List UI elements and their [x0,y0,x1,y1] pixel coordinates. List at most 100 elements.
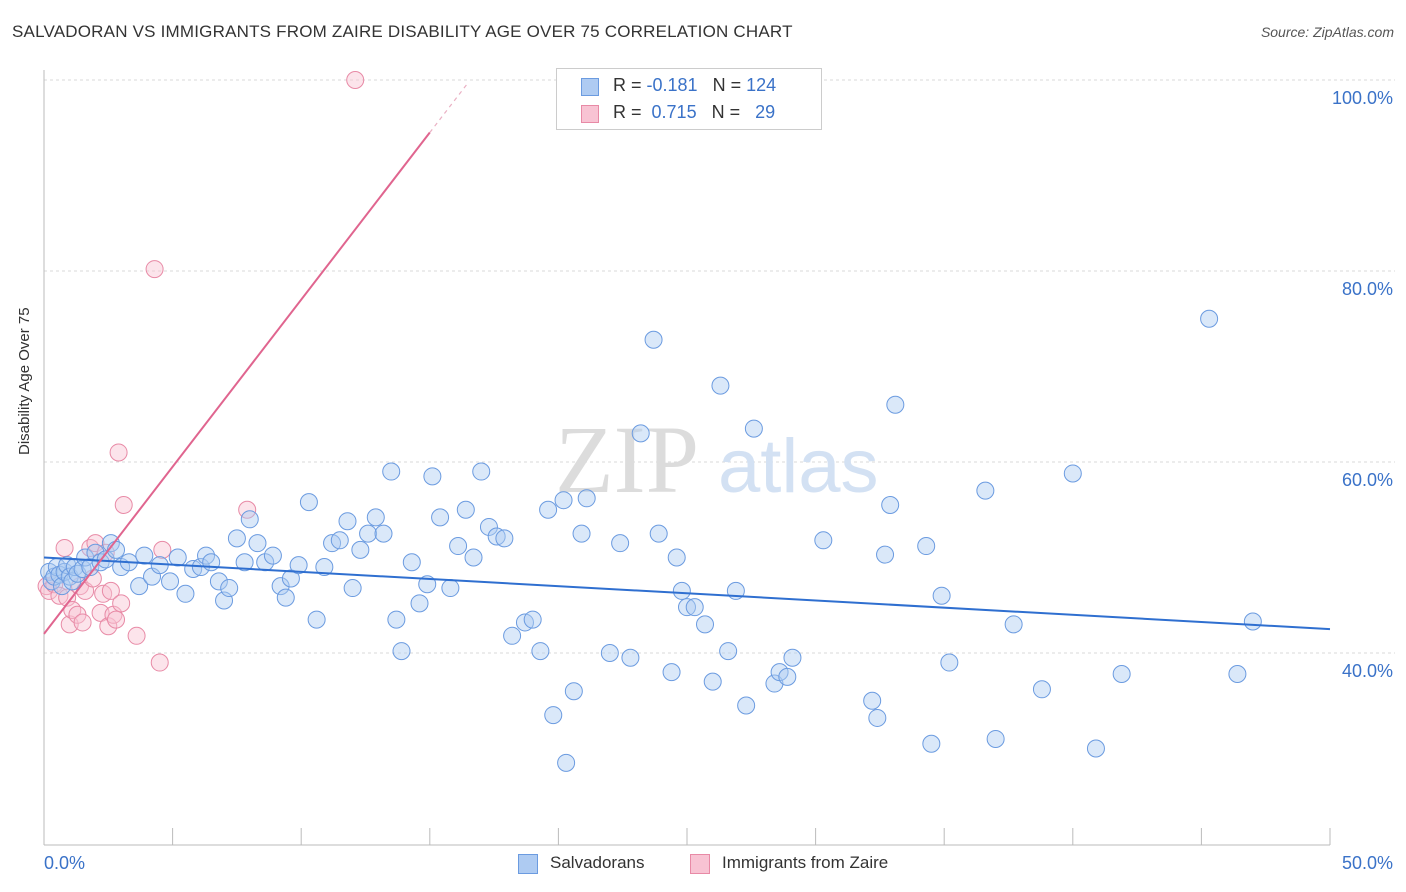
salvadoran-point [227,529,246,548]
salvadoran-point [539,500,558,519]
zaire-trendline-extension [429,82,469,133]
y-tick-label: 80.0% [1342,279,1393,299]
zaire-point [99,617,118,636]
salvadoran-point [572,524,591,543]
salvadoran-point [564,682,583,701]
x-tick-label: 0.0% [44,853,85,873]
legend-swatch-blue [581,78,599,96]
salvadoran-point [53,577,72,596]
salvadoran-point [667,548,686,567]
salvadoran-point [881,495,900,514]
zaire-point [63,601,82,620]
legend-n-label: N = [712,75,742,95]
salvadoran-point [783,648,802,667]
zaire-point [55,538,74,557]
salvadoran-point [600,644,619,662]
salvadoran-point [868,708,887,727]
salvadoran-point [876,545,895,564]
zaire-point [346,71,365,89]
zaire-trendline [43,131,431,635]
salvadoran-point [315,558,334,577]
watermark-zip: ZIP [555,406,699,513]
zaire-point [73,613,92,632]
salvadoran-point [696,615,715,634]
salvadoran-point [263,546,282,565]
zaire-point [114,495,133,514]
correlation-legend: R = -0.181 N = 124 R = 0.715 N = 29 [556,68,822,130]
salvadoran-point [343,579,362,598]
trendlines [43,82,1331,635]
legend-r-value: 0.715 [651,102,697,122]
bottom-legend-swatch-blue [518,854,538,874]
salvadoran-point [631,424,650,443]
salvadoran-point [611,534,630,553]
zaire-point [112,594,131,613]
salvadoran-point [431,508,450,527]
salvadoran-point [374,524,393,543]
bottom-legend-label: Salvadorans [550,853,645,872]
salvadoran-point [922,734,941,753]
salvadoran-point [235,553,254,572]
salvadoran-point [523,610,542,629]
source-label: Source: ZipAtlas.com [1260,24,1394,40]
y-tick-label: 40.0% [1342,661,1393,681]
salvadoran-point [130,577,149,596]
salvadoran-point [621,648,640,667]
salvadoran-point [1086,739,1105,758]
salvadoran-point [307,610,326,629]
salvadoran-point [495,529,514,548]
salvadoran-point [1004,615,1023,634]
salvadoran-point [863,691,882,710]
zaire-point [37,577,56,596]
salvadoran-point [338,512,357,531]
zaire-point [127,626,146,645]
zaire-point [150,653,169,672]
salvadoran-point [202,553,221,572]
salvadoran-point [81,558,100,577]
salvadoran-point [366,508,385,527]
salvadoran-point [449,537,468,556]
y-tick-label: 60.0% [1342,470,1393,490]
salvadoran-point [479,517,498,536]
salvadoran-point [778,667,797,686]
salvadoran-point [685,598,704,617]
salvadoran-point [410,594,429,613]
salvadoran-point [886,395,905,414]
salvadoran-point [814,531,833,550]
y-tick-label: 100.0% [1332,88,1393,108]
salvadoran-points [40,309,1262,772]
salvadoran-point [531,642,550,661]
zaire-point [153,540,172,559]
salvadoran-point [281,569,300,588]
salvadoran-point [271,577,290,596]
legend-n-value: 124 [746,75,777,95]
salvadoran-point [240,510,259,529]
salvadoran-point [662,663,681,682]
bottom-legend-swatch-pink [690,854,710,874]
x-tick-label: 50.0% [1342,853,1393,873]
tick-labels: 40.0% 60.0% 80.0% 100.0% 0.0% 50.0% [44,88,1393,873]
salvadoran-point [392,642,411,661]
salvadoran-point [976,481,995,500]
salvadoran-point [986,729,1005,748]
watermark: ZIP atlas [555,406,879,513]
chart-title: SALVADORAN VS IMMIGRANTS FROM ZAIRE DISA… [12,22,793,41]
salvadoran-point [359,524,378,543]
salvadoran-point [644,330,663,349]
salvadoran-point [42,572,61,591]
bottom-legend-label: Immigrants from Zaire [722,853,889,872]
salvadoran-point [276,588,295,607]
salvadoran-point [703,672,722,691]
legend-n-label: N = [711,102,741,122]
salvadoran-point [330,531,349,550]
salvadoran-point [557,753,576,772]
salvadoran-point [176,584,195,603]
salvadoran-point [744,419,763,438]
axes [43,70,1331,846]
salvadoran-point [168,548,187,567]
salvadoran-point [1063,464,1082,483]
legend-r-label: R = [613,75,642,95]
salvadoran-point [678,598,696,617]
watermark-atlas: atlas [718,424,879,509]
legend-r-label: R = [613,102,642,122]
